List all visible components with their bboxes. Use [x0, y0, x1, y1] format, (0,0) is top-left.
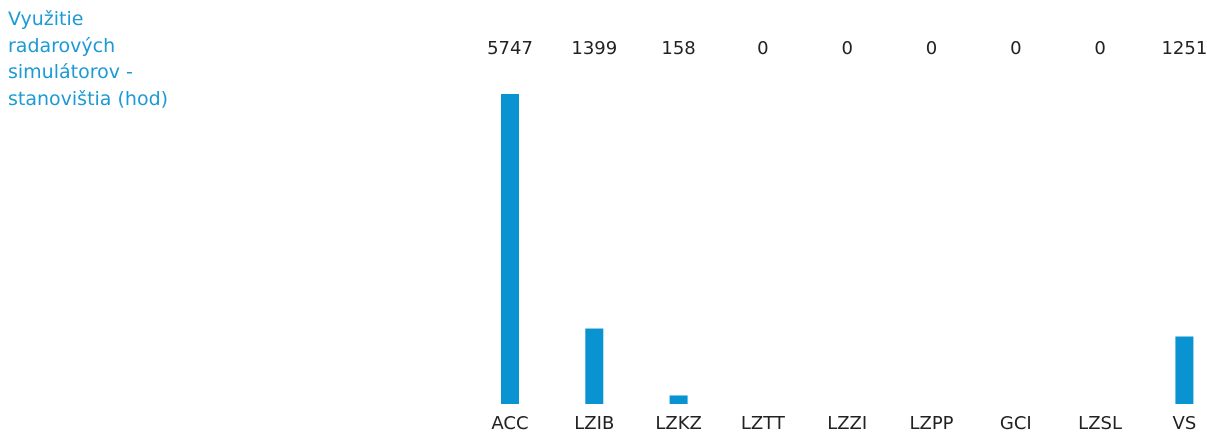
- x-tick-label: LZZI: [827, 413, 867, 434]
- value-label: 0: [1010, 38, 1021, 59]
- value-label: 0: [1094, 38, 1105, 59]
- x-tick-label: LZPP: [909, 413, 953, 434]
- x-tick-label: VS: [1173, 413, 1197, 434]
- bar: [669, 395, 688, 404]
- bar: [1175, 336, 1194, 404]
- value-label: 1399: [571, 38, 617, 59]
- x-tick-label: ACC: [491, 413, 528, 434]
- value-label: 0: [757, 38, 768, 59]
- value-label: 158: [661, 38, 695, 59]
- x-tick-label: LZIB: [574, 413, 614, 434]
- chart-title: Využitie radarových simulátorov - stanov…: [8, 8, 169, 111]
- x-tick-label: GCI: [1000, 413, 1032, 434]
- value-label: 0: [841, 38, 852, 59]
- bar: [501, 94, 519, 404]
- x-tick-label: LZSL: [1078, 413, 1122, 434]
- value-label: 0: [926, 38, 937, 59]
- x-tick-label: LZKZ: [655, 413, 702, 434]
- x-tick-label: LZTT: [741, 413, 786, 434]
- bar: [585, 328, 604, 404]
- value-label: 1251: [1161, 38, 1207, 59]
- value-label: 5747: [487, 38, 533, 59]
